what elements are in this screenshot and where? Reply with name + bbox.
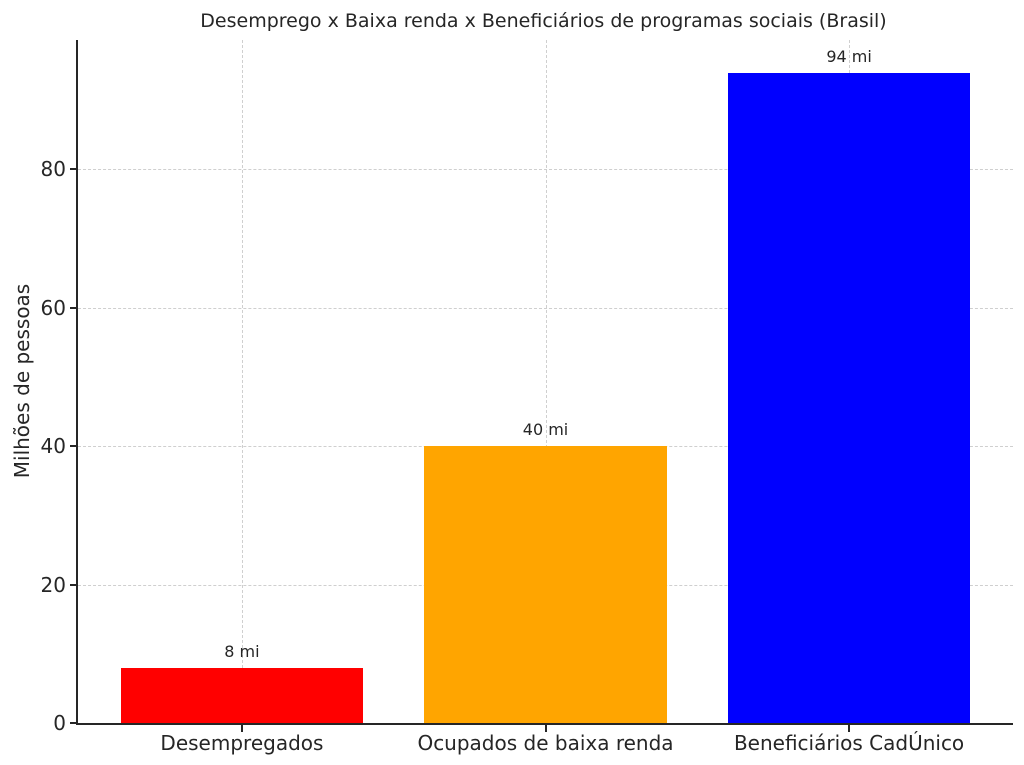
y-tick-label: 40 — [40, 434, 66, 459]
bar-value-label: 40 mi — [522, 420, 569, 440]
bar-value-label: 8 mi — [224, 641, 260, 661]
y-tick-mark — [70, 445, 77, 448]
bar-value-label: 94 mi — [826, 46, 872, 66]
chart-title: Desemprego x Baixa renda x Beneficiários… — [200, 10, 887, 32]
x-tick-label: Beneficiários CadÚnico — [733, 731, 965, 755]
bar-1 — [424, 446, 667, 723]
x-tick-label: Ocupados de baixa renda — [417, 731, 674, 755]
y-tick-mark — [70, 168, 77, 171]
y-tick-mark — [70, 722, 77, 724]
x-tick-mark — [848, 725, 851, 732]
bar-0 — [120, 667, 364, 723]
y-tick-mark — [70, 306, 77, 309]
gridline-vertical — [545, 40, 547, 723]
y-tick-label: 60 — [40, 295, 66, 320]
gridline-vertical — [241, 40, 243, 723]
bar-2 — [727, 72, 971, 723]
x-tick-mark — [544, 725, 547, 732]
plot-area: 0 20 40 60 80 8 mi Desempregados 40 mi Ocupados … — [41, 40, 1013, 755]
y-axis-label: Milhões de pessoas — [10, 283, 34, 479]
y-tick-label: 0 — [53, 711, 66, 735]
x-tick-mark — [240, 725, 243, 732]
y-tick-label: 20 — [40, 572, 66, 597]
y-tick-mark — [70, 583, 77, 586]
y-tick-label: 80 — [40, 157, 66, 182]
x-tick-label: Desempregados — [160, 731, 324, 755]
